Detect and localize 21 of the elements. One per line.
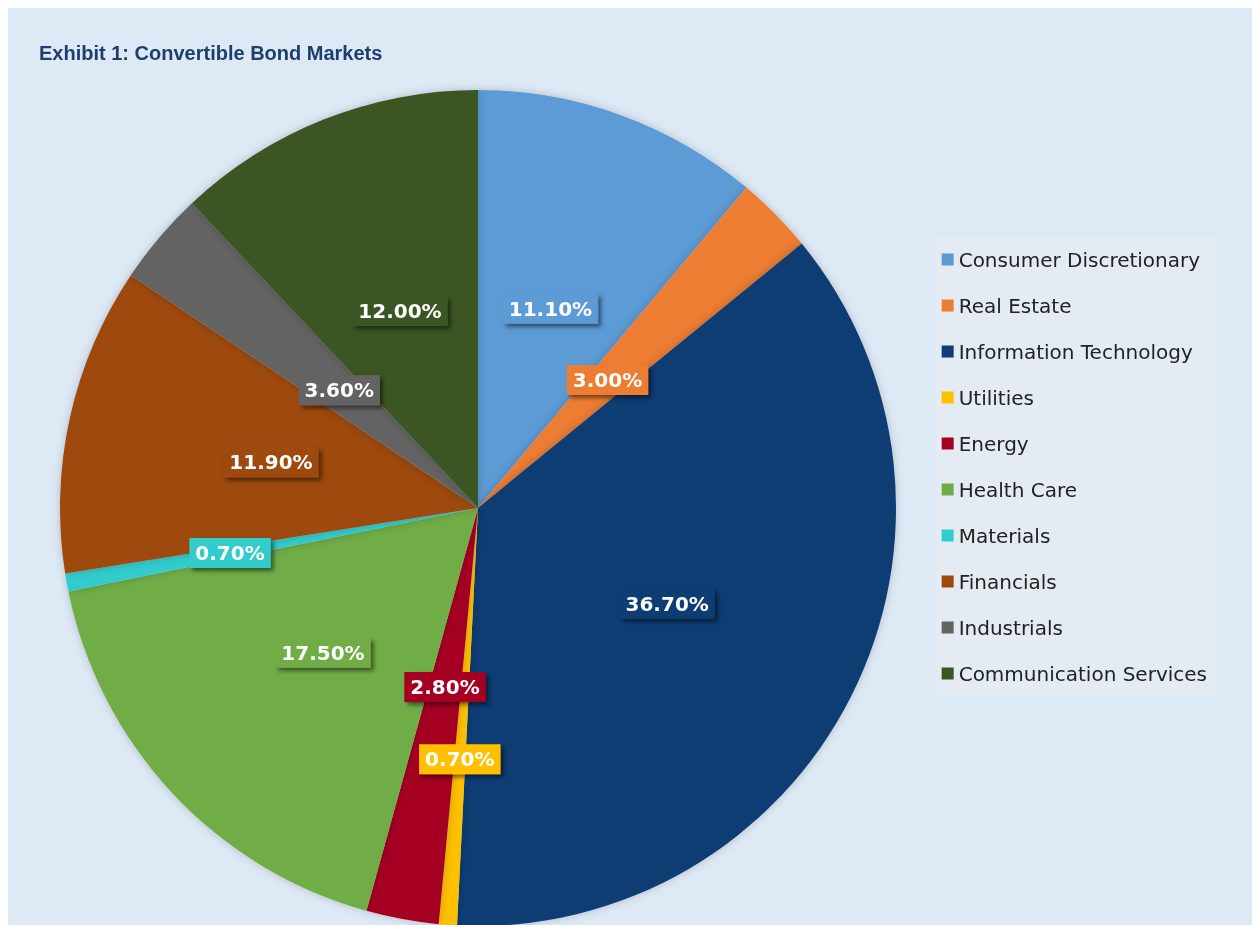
data-label: 0.70% xyxy=(425,747,495,772)
data-label: 17.50% xyxy=(281,640,365,665)
legend-label: Consumer Discretionary xyxy=(958,247,1201,272)
data-label: 3.00% xyxy=(572,368,643,393)
chart-title: Exhibit 1: Convertible Bond Markets xyxy=(39,42,383,64)
legend-label: Communication Services xyxy=(958,661,1208,686)
data-label: 0.70% xyxy=(195,540,265,565)
data-label: 2.80% xyxy=(410,674,480,699)
legend-label: Health Care xyxy=(958,477,1078,502)
legend-label: Utilities xyxy=(958,385,1034,410)
data-label: 12.00% xyxy=(358,298,442,323)
legend-label: Materials xyxy=(958,523,1051,548)
legend-label: Financials xyxy=(958,569,1057,594)
data-label: 11.10% xyxy=(508,296,593,321)
legend-label: Industrials xyxy=(958,615,1063,640)
legend-label: Real Estate xyxy=(958,293,1072,318)
data-label: 36.70% xyxy=(625,591,709,616)
legend-label: Information Technology xyxy=(958,339,1193,364)
data-label: 11.90% xyxy=(229,450,313,475)
legend-label: Energy xyxy=(958,431,1029,456)
data-label: 3.60% xyxy=(304,378,374,403)
